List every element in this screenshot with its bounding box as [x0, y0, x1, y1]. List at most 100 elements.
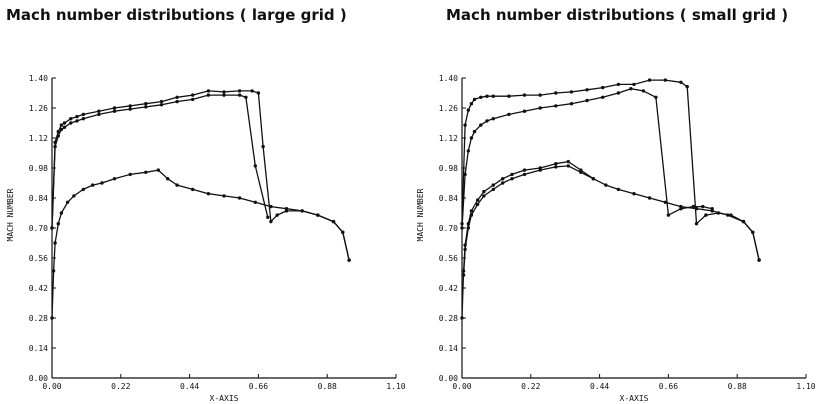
data-point: [522, 168, 527, 172]
data-point: [460, 316, 464, 320]
data-point: [206, 89, 211, 93]
x-tick-label: 1.10: [386, 382, 405, 391]
data-point: [654, 95, 658, 100]
data-point: [585, 98, 589, 103]
data-point: [472, 97, 477, 102]
data-point: [112, 177, 117, 181]
data-point: [647, 196, 652, 200]
data-point: [69, 121, 73, 125]
x-tick-label: 0.66: [249, 382, 268, 391]
data-point: [522, 172, 527, 177]
data-point: [191, 93, 195, 97]
series-line-2: [461, 88, 713, 229]
data-point: [632, 82, 636, 87]
data-point: [253, 200, 257, 204]
x-tick-label: 0.88: [318, 382, 337, 391]
x-tick-label: 1.10: [796, 382, 815, 391]
data-point: [751, 230, 755, 234]
data-point: [59, 123, 64, 127]
y-tick-label: 0.42: [29, 284, 48, 293]
data-point: [97, 112, 101, 117]
data-point: [538, 93, 542, 97]
data-point: [175, 99, 179, 104]
data-point: [128, 107, 132, 111]
y-tick-label: 0.42: [439, 284, 458, 293]
data-point: [256, 91, 261, 95]
data-point: [469, 213, 474, 217]
data-point: [72, 194, 76, 198]
data-point: [694, 222, 699, 226]
data-point: [222, 194, 226, 198]
data-point: [510, 172, 514, 177]
y-tick-label: 0.14: [29, 344, 48, 353]
data-point: [604, 183, 608, 187]
data-point: [112, 106, 117, 110]
data-point: [91, 183, 95, 187]
x-axis-label: X-AXIS: [210, 394, 239, 403]
y-axis-label: MACH NUMBER: [6, 188, 15, 241]
data-point: [616, 187, 621, 192]
data-point: [81, 112, 86, 117]
data-point: [585, 88, 589, 92]
data-point: [244, 95, 248, 100]
data-point: [538, 106, 542, 110]
data-point: [62, 125, 67, 129]
data-point: [156, 168, 160, 172]
data-point: [159, 99, 164, 104]
data-point: [159, 103, 164, 107]
y-tick-label: 1.40: [29, 74, 48, 83]
data-point: [566, 164, 570, 168]
data-point: [726, 213, 730, 217]
x-axis-label: X-AXIS: [620, 394, 649, 403]
data-point: [316, 213, 320, 217]
series-line-1: [461, 79, 760, 261]
data-point: [463, 247, 467, 252]
chart-svg-small-grid: Mach number distributions ( small grid )…: [416, 6, 816, 403]
data-point: [522, 93, 527, 97]
data-point: [591, 177, 595, 181]
y-axis-label: MACH NUMBER: [416, 188, 425, 241]
data-point: [461, 273, 466, 277]
data-point: [663, 200, 667, 204]
data-point: [704, 213, 708, 217]
data-point: [69, 117, 73, 121]
data-point: [59, 211, 64, 215]
data-point: [222, 93, 226, 97]
data-point: [566, 159, 570, 164]
y-tick-label: 0.56: [29, 254, 48, 263]
data-point: [538, 168, 542, 172]
data-point: [466, 149, 470, 153]
data-point: [482, 189, 486, 194]
data-point: [491, 187, 495, 192]
y-tick-label: 0.00: [29, 374, 48, 383]
data-point: [144, 170, 148, 174]
data-point: [479, 123, 483, 127]
y-tick-label: 1.40: [439, 74, 458, 83]
data-point: [53, 144, 57, 149]
data-point: [56, 134, 60, 138]
data-point: [701, 204, 705, 209]
y-tick-label: 1.26: [29, 104, 48, 113]
series-line-3: [51, 169, 350, 319]
data-point: [741, 219, 746, 224]
y-tick-label: 0.00: [439, 374, 458, 383]
data-point: [469, 209, 474, 213]
data-point: [144, 105, 148, 109]
data-point: [569, 90, 574, 94]
data-point: [666, 213, 671, 217]
data-point: [579, 170, 583, 174]
chart-svg-large-grid: Mach number distributions ( large grid )…: [6, 6, 406, 403]
data-point: [554, 104, 558, 108]
data-point: [269, 219, 273, 224]
data-point: [679, 80, 683, 85]
data-point: [261, 144, 265, 149]
data-point: [491, 183, 495, 187]
data-point: [569, 102, 574, 106]
data-point: [663, 78, 667, 82]
chart-title: Mach number distributions ( small grid ): [446, 6, 788, 24]
data-point: [65, 200, 70, 204]
data-point: [463, 172, 467, 177]
data-point: [51, 269, 56, 273]
data-point: [250, 89, 254, 93]
data-point: [166, 177, 170, 181]
